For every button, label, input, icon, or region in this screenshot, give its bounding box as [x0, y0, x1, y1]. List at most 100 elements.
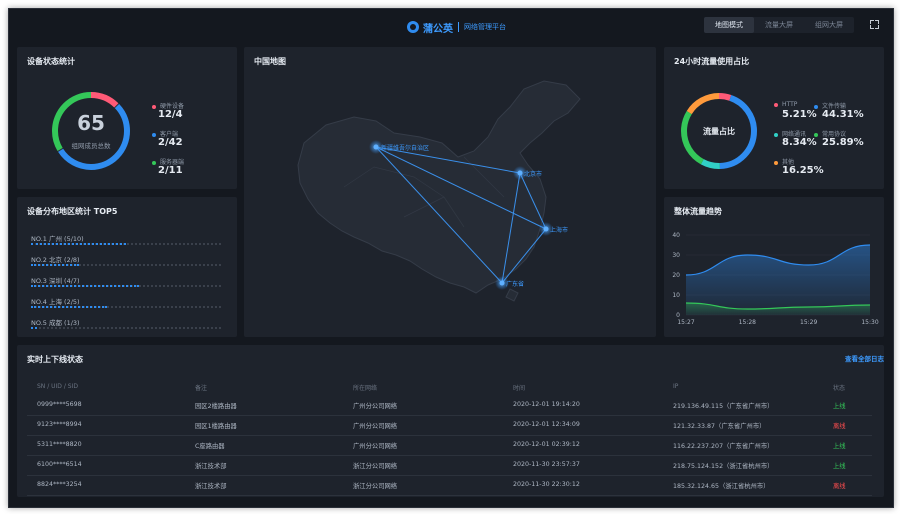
connection-lines — [375, 146, 547, 284]
share-center-label: 流量占比 — [703, 126, 735, 136]
table-cell-sn: 9123****8994 — [37, 421, 82, 428]
legend-dot-icon — [814, 132, 818, 137]
share-legend-other: 其他 — [774, 157, 794, 166]
map-node-shanghai[interactable]: 上海市 — [539, 222, 568, 236]
legend-dot-icon — [774, 102, 778, 107]
share-value-protocol: 25.89% — [822, 137, 864, 148]
region-progress-track — [31, 264, 221, 266]
table-cell-ip: 116.22.237.207（广东省广州市） — [673, 443, 774, 450]
table-cell-ip: 185.32.124.65（浙江省杭州市） — [673, 483, 770, 490]
region-progress-fill — [31, 285, 140, 287]
tab-traffic-screen[interactable]: 流量大屏 — [765, 21, 793, 29]
table-cell-status: 离线 — [833, 483, 846, 490]
y-tick-label: 30 — [672, 252, 680, 259]
legend-hardware: 硬件设备 — [152, 101, 184, 110]
table-cell-time: 2020-12-01 02:39:12 — [513, 441, 580, 448]
table-cell-note: 园区1楼路由器 — [195, 423, 237, 430]
legend-hardware-value: 12/4 — [158, 109, 183, 120]
table-header-cell: 状态 — [833, 385, 846, 392]
table-cell-ip: 218.75.124.152（浙江省杭州市） — [673, 463, 774, 470]
table-cell-ip: 121.32.33.87（广东省广州市） — [673, 423, 766, 430]
region-progress-fill — [31, 264, 79, 266]
traffic-share-donut: 流量占比 — [681, 93, 757, 169]
traffic-trend-panel: 整体流量趋势 0 10 20 30 40 15:27 15:28 15:29 15:30 — [664, 197, 884, 337]
y-tick-label: 10 — [672, 292, 680, 299]
table-cell-note: 园区2楼路由器 — [195, 403, 237, 410]
traffic-share-panel: 24小时流量使用占比 流量占比 HTTP 5.21% 文件传输 44.31% 网… — [664, 47, 884, 189]
series-line-1 — [685, 302, 871, 310]
region-rank-label: NO.5 成都 (1/3) — [31, 319, 80, 327]
table-cell-ip: 219.136.49.115（广东省广州市） — [673, 403, 774, 410]
member-total-value: 65 — [77, 111, 105, 135]
brand-name: 蒲公英 — [423, 23, 453, 35]
legend-client-value: 2/42 — [158, 137, 183, 148]
map-node-beijing[interactable]: 北京市 — [513, 166, 542, 180]
brand-subtitle: 网络管理平台 — [464, 23, 506, 31]
share-legend-file: 文件传输 — [814, 101, 846, 110]
china-outline — [297, 80, 581, 294]
series-area-1 — [686, 303, 870, 315]
x-tick-label: 15:28 — [739, 319, 756, 326]
table-row[interactable]: 8824****3254 浙江技术部 浙江分公司网络 2020-11-30 22:30… — [27, 475, 872, 496]
device-status-title: 设备状态统计 — [27, 57, 75, 66]
svg-text:广东省: 广东省 — [506, 280, 524, 288]
share-value-other: 16.25% — [782, 165, 824, 176]
table-cell-network: 浙江分公司网络 — [353, 483, 398, 490]
china-map-panel: 中国地图 新疆维吾尔自治区 — [244, 47, 656, 337]
tab-map-mode[interactable]: 地图模式 — [704, 17, 754, 33]
table-cell-status: 上线 — [833, 443, 846, 450]
legend-client: 客户端 — [152, 129, 178, 138]
tab-network-screen[interactable]: 组网大屏 — [815, 21, 843, 29]
svg-text:北京市: 北京市 — [524, 170, 542, 178]
table-cell-note: C座路由器 — [195, 443, 225, 450]
donut-segment-server — [52, 92, 130, 170]
region-progress-fill — [31, 327, 37, 329]
table-cell-time: 2020-11-30 23:57:37 — [513, 461, 580, 468]
view-mode-tabs: 地图模式 流量大屏 组网大屏 — [704, 17, 854, 33]
region-progress-fill — [31, 306, 107, 308]
svg-text:新疆维吾尔自治区: 新疆维吾尔自治区 — [381, 144, 429, 152]
realtime-title: 实时上下线状态 — [27, 355, 83, 364]
x-tick-label: 15:30 — [861, 319, 878, 326]
map-node-guangdong[interactable]: 广东省 — [495, 276, 524, 290]
table-cell-time: 2020-12-01 19:14:20 — [513, 401, 580, 408]
share-legend-http: HTTP — [774, 101, 797, 108]
device-donut-chart — [52, 92, 130, 170]
table-header-cell: IP — [673, 383, 679, 390]
share-value-comm: 8.34% — [782, 137, 817, 148]
legend-server: 服务器端 — [152, 157, 184, 166]
realtime-status-panel: 实时上下线状态 查看全部日志 SN / UID / SID 备注 所在网络 时间 IP 状… — [17, 345, 884, 497]
x-tick-label: 15:27 — [677, 319, 694, 326]
region-rank-label: NO.3 深圳 (4/7) — [31, 277, 80, 285]
table-row[interactable]: 0999****5698 园区2楼路由器 广州分公司网络 2020-12-01 19:… — [27, 395, 872, 416]
table-row[interactable]: 9123****8994 园区1楼路由器 广州分公司网络 2020-12-01 12:… — [27, 415, 872, 436]
share-segment-comm — [681, 93, 757, 169]
dashboard-window: 蒲公英 网络管理平台 地图模式 流量大屏 组网大屏 设备状态统计 65 — [8, 8, 894, 508]
map-node-xinjiang[interactable]: 新疆维吾尔自治区 — [369, 140, 429, 154]
legend-dot-icon — [774, 160, 778, 165]
series-line-0 — [685, 244, 871, 276]
table-cell-sn: 6100****6514 — [37, 461, 82, 468]
table-cell-network: 浙江分公司网络 — [353, 463, 398, 470]
legend-dot-icon — [774, 132, 778, 137]
region-progress-track — [31, 327, 221, 329]
table-cell-sn: 8824****3254 — [37, 481, 82, 488]
view-all-logs-link[interactable]: 查看全部日志 — [845, 355, 884, 363]
china-map: 新疆维吾尔自治区 北京市 上海市 广东省 — [297, 80, 581, 302]
share-segment-file — [681, 93, 757, 169]
top-header: 蒲公英 网络管理平台 地图模式 流量大屏 组网大屏 — [9, 9, 893, 43]
legend-dot-icon — [152, 104, 156, 109]
y-tick-label: 0 — [676, 312, 680, 319]
table-cell-sn: 0999****5698 — [37, 401, 82, 408]
table-row[interactable]: 6100****6514 浙江技术部 浙江分公司网络 2020-11-30 23:57… — [27, 455, 872, 476]
donut-segment-client — [52, 92, 130, 170]
share-value-http: 5.21% — [782, 109, 817, 120]
table-row[interactable]: 5311****8820 C座路由器 广州分公司网络 2020-12-01 02:39… — [27, 435, 872, 456]
table-cell-network: 广州分公司网络 — [353, 403, 398, 410]
hainan-island — [505, 288, 519, 302]
region-rank-label: NO.1 广州 (5/10) — [31, 235, 84, 243]
share-legend-protocol: 常用协议 — [814, 129, 846, 138]
member-total-caption: 组网成员总数 — [71, 142, 111, 150]
fullscreen-icon[interactable] — [870, 20, 879, 29]
legend-dot-icon — [152, 132, 156, 137]
